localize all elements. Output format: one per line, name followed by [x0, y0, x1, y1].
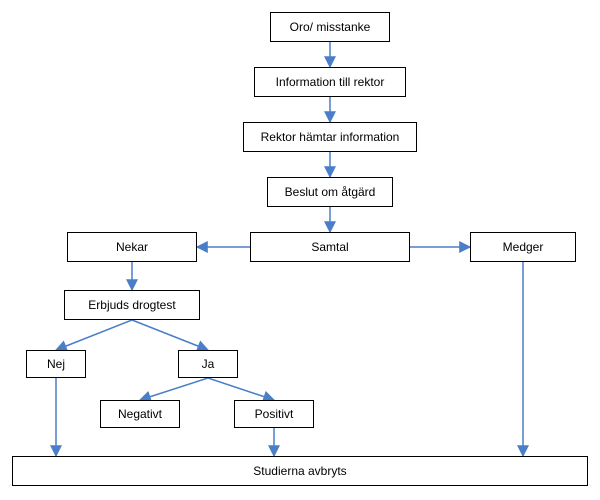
node-info-label: Information till rektor — [276, 75, 385, 89]
edge-ja-positivt — [208, 378, 274, 400]
node-ja: Ja — [178, 350, 238, 378]
edge-erbjuds-nej — [56, 320, 132, 350]
node-samtal: Samtal — [250, 232, 410, 262]
node-beslut: Beslut om åtgärd — [267, 177, 393, 207]
edge-erbjuds-ja — [132, 320, 208, 350]
node-medger-label: Medger — [503, 240, 544, 254]
node-positivt-label: Positivt — [255, 407, 294, 421]
node-info: Information till rektor — [254, 67, 406, 97]
node-erbjuds-label: Erbjuds drogtest — [88, 298, 175, 312]
node-nej-label: Nej — [47, 357, 65, 371]
node-rektor-label: Rektor hämtar information — [261, 130, 400, 144]
node-ja-label: Ja — [202, 357, 215, 371]
node-rektor: Rektor hämtar information — [243, 122, 417, 152]
node-avbryts-label: Studierna avbryts — [253, 464, 346, 478]
node-nekar-label: Nekar — [116, 240, 148, 254]
node-medger: Medger — [470, 232, 576, 262]
flowchart-stage: Oro/ misstanke Information till rektor Rek… — [0, 0, 600, 500]
edge-ja-negativt — [140, 378, 208, 400]
node-oro-label: Oro/ misstanke — [290, 20, 371, 34]
node-samtal-label: Samtal — [311, 240, 348, 254]
node-negativt: Negativt — [100, 400, 180, 428]
node-erbjuds: Erbjuds drogtest — [64, 290, 200, 320]
node-positivt: Positivt — [234, 400, 314, 428]
node-negativt-label: Negativt — [118, 407, 162, 421]
node-nej: Nej — [26, 350, 86, 378]
node-beslut-label: Beslut om åtgärd — [285, 185, 376, 199]
node-oro: Oro/ misstanke — [270, 12, 390, 42]
node-avbryts: Studierna avbryts — [12, 456, 588, 486]
node-nekar: Nekar — [67, 232, 197, 262]
